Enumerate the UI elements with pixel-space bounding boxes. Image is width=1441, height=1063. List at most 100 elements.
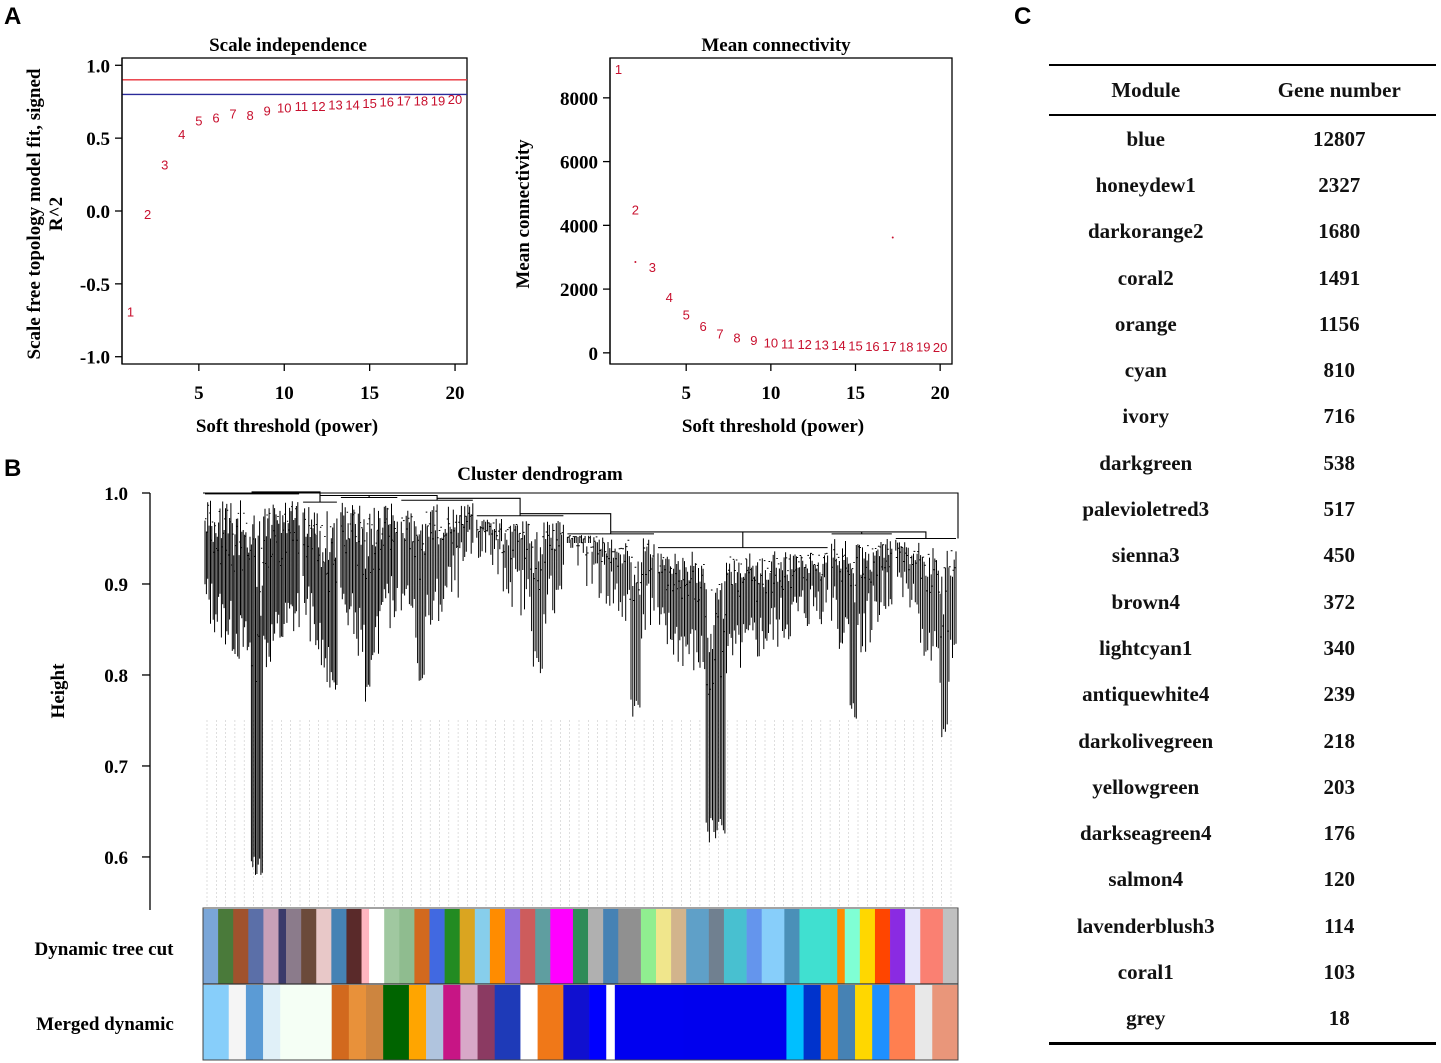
module-color-segment [686, 909, 710, 984]
data-point-label: 5 [195, 114, 202, 129]
module-color-segment [426, 985, 444, 1060]
gene-number-cell: 12807 [1313, 126, 1366, 151]
threshold-lines [122, 79, 467, 96]
module-color-segment [459, 909, 476, 984]
panel-label-a: A [4, 3, 21, 30]
module-color-segment [331, 985, 350, 1060]
module-name-cell: cyan [1124, 358, 1167, 383]
module-gene-table: Module Gene number blue 12807 honeydew1 232… [1049, 64, 1436, 1045]
data-point-label: 1 [615, 62, 622, 77]
module-color-segment [348, 985, 367, 1060]
data-point-label: 9 [264, 103, 271, 118]
gene-number-cell: 176 [1323, 821, 1356, 846]
data-point-label: 9 [750, 333, 757, 348]
module-name-cell: darkorange2 [1088, 219, 1204, 244]
module-color-segment [932, 985, 959, 1060]
gene-number-cell: 538 [1323, 450, 1356, 475]
module-color-segment [460, 985, 478, 1060]
module-color-segment [346, 909, 362, 984]
module-color-segment [537, 985, 564, 1060]
module-color-segment [203, 909, 219, 984]
x-axis: 5 10 15 20 [681, 364, 950, 404]
y-tick-label: 0.9 [104, 575, 128, 596]
y-axis-label-line2: R^2 [46, 197, 67, 231]
module-name-cell: coral2 [1117, 265, 1174, 290]
x-axis-label: Soft threshold (power) [196, 416, 378, 437]
y-tick-label: 0.7 [104, 757, 128, 778]
module-color-segment [683, 985, 787, 1060]
data-point-label: 8 [246, 108, 253, 123]
panel-label-b: B [4, 455, 21, 482]
module-name-cell: darkgreen [1099, 450, 1193, 475]
module-color-segment [761, 909, 785, 984]
module-color-segment [399, 909, 415, 984]
x-tick-label: 10 [275, 383, 294, 404]
module-color-segment [820, 985, 839, 1060]
module-color-segment [572, 909, 589, 984]
module-color-segment [588, 909, 604, 984]
chart-title: Scale independence [209, 35, 367, 56]
data-point-label: 6 [212, 111, 219, 126]
module-color-segment [316, 909, 332, 984]
y-tick-label: -1.0 [80, 348, 110, 369]
gene-number-cell: 810 [1323, 358, 1356, 383]
module-color-segment [248, 909, 264, 984]
module-color-segment [618, 909, 642, 984]
table-row: salmon4 120 [1049, 857, 1436, 903]
module-color-segment [474, 909, 491, 984]
module-color-segment [905, 909, 921, 984]
y-axis: 0.6 0.7 0.8 0.9 1.0 [104, 484, 151, 910]
module-color-segment [786, 985, 804, 1060]
module-color-segment [218, 909, 234, 984]
cluster-dendrogram-chart: Cluster dendrogram 0.6 0.7 0.8 0.9 1.0 Heigh… [35, 464, 959, 1061]
module-name-cell: antiquewhite4 [1082, 682, 1210, 707]
y-tick-label: 2000 [560, 280, 598, 301]
cluster-branch [340, 497, 398, 702]
module-name-cell: blue [1126, 126, 1165, 151]
table-row: darkgreen 538 [1049, 440, 1436, 486]
module-color-segment [550, 909, 574, 984]
module-color-segment [614, 985, 684, 1060]
table-row: yellowgreen 203 [1049, 764, 1436, 810]
data-point-label: 17 [882, 339, 896, 354]
module-name-cell: lavenderblush3 [1076, 913, 1215, 938]
module-color-segment [366, 985, 384, 1060]
data-point-label: 11 [781, 336, 795, 351]
data-point-label: 2 [632, 202, 639, 217]
table-row: coral2 1491 [1049, 255, 1436, 301]
y-axis-label: Mean connectivity [513, 139, 534, 289]
y-tick-label: 6000 [560, 153, 598, 174]
x-tick-label: 20 [931, 383, 950, 404]
module-color-segment [444, 909, 460, 984]
module-color-segment [606, 985, 616, 1060]
cluster-branch [657, 547, 829, 843]
y-tick-label: 8000 [560, 89, 598, 110]
chart-title: Cluster dendrogram [457, 464, 623, 485]
cluster-branch [476, 515, 564, 674]
module-color-segment [369, 909, 385, 984]
module-name-cell: ivory [1122, 404, 1170, 429]
table-row: palevioletred3 517 [1049, 486, 1436, 532]
module-color-segment [671, 909, 687, 984]
module-name-cell: brown4 [1111, 589, 1180, 614]
data-point-label: 19 [916, 340, 930, 355]
column-header-module: Module [1049, 64, 1243, 116]
module-color-segment [920, 909, 944, 984]
module-color-segment [603, 909, 619, 984]
module-color-segment [263, 985, 281, 1060]
x-axis-label: Soft threshold (power) [682, 416, 864, 437]
gene-number-cell: 450 [1323, 543, 1356, 568]
scale-independence-chart: Scale independence -1.0 -0.5 0.0 0.5 1.0 5 10… [24, 35, 468, 437]
data-point-label: 5 [683, 308, 690, 323]
dynamic-tree-cut-label: Dynamic tree cut [35, 939, 175, 960]
y-tick-label: 0.0 [86, 202, 110, 223]
module-name-cell: palevioletred3 [1082, 497, 1210, 522]
gene-number-cell: 239 [1323, 682, 1356, 707]
gene-number-cell: 716 [1323, 404, 1356, 429]
table-row: darkseagreen4 176 [1049, 810, 1436, 856]
dendrogram-tree [203, 491, 959, 875]
module-color-segment [489, 909, 506, 984]
data-point-label: 20 [933, 340, 947, 355]
